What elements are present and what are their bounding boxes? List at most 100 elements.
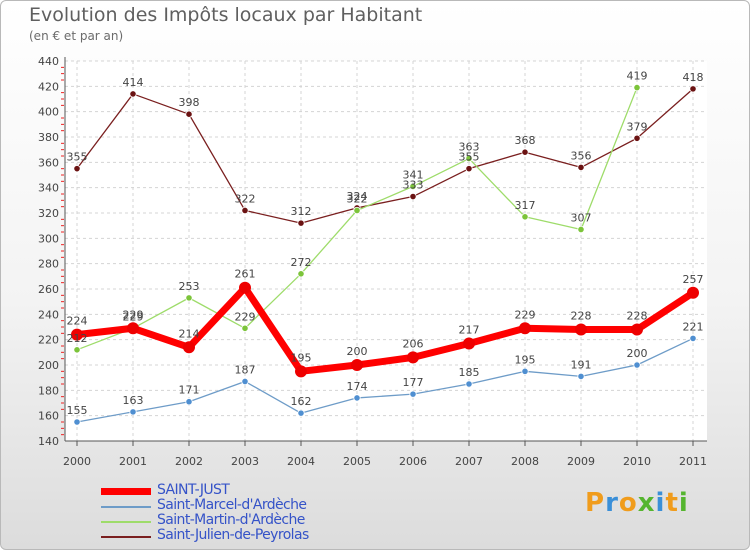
data-point-saint-martin-d-ard-che xyxy=(633,84,641,92)
y-tick-label: 360 xyxy=(38,156,59,169)
grid xyxy=(65,60,707,442)
data-label-saint-julien-de-peyrolas: 312 xyxy=(291,205,312,218)
x-tick-label: 2002 xyxy=(175,455,203,468)
data-point-saint-marcel-d-ard-che xyxy=(465,380,473,388)
data-label-saint-just: 200 xyxy=(347,345,368,358)
data-label-saint-martin-d-ard-che: 272 xyxy=(291,256,312,269)
data-label-saint-just: 228 xyxy=(627,310,648,323)
data-point-saint-julien-de-peyrolas xyxy=(185,110,193,118)
data-point-saint-just xyxy=(295,365,307,378)
data-label-saint-julien-de-peyrolas: 414 xyxy=(123,76,144,89)
data-label-saint-julien-de-peyrolas: 398 xyxy=(179,96,200,109)
y-tick-label: 280 xyxy=(38,258,59,271)
logo-letter: r xyxy=(605,488,619,518)
data-point-saint-just xyxy=(631,323,643,336)
data-label-saint-julien-de-peyrolas: 368 xyxy=(515,134,536,147)
x-tick-label: 2004 xyxy=(287,455,315,468)
data-label-saint-julien-de-peyrolas: 355 xyxy=(67,151,88,164)
data-label-saint-julien-de-peyrolas: 355 xyxy=(459,151,480,164)
plot-area xyxy=(65,61,707,441)
data-label-saint-martin-d-ard-che: 341 xyxy=(403,168,424,181)
legend-label: Saint-Marcel-d'Ardèche xyxy=(157,497,307,513)
data-point-saint-marcel-d-ard-che xyxy=(521,367,529,375)
x-tick-label: 2001 xyxy=(119,455,147,468)
y-tick-label: 340 xyxy=(38,182,59,195)
chart-subtitle: (en € et par an) xyxy=(29,29,124,43)
data-label-saint-marcel-d-ard-che: 171 xyxy=(179,384,200,397)
x-tick-label: 2007 xyxy=(455,455,483,468)
axes: 140 160 180 200 220 240 260 280 300 320 340 360 380 4… xyxy=(38,55,707,468)
data-point-saint-marcel-d-ard-che xyxy=(185,398,193,406)
data-label-saint-martin-d-ard-che: 307 xyxy=(571,211,592,224)
data-point-saint-just xyxy=(127,322,139,335)
chart-title: Evolution des Impôts locaux par Habitant xyxy=(29,4,423,26)
y-tick-label: 420 xyxy=(38,80,59,93)
series-line-saint-just xyxy=(73,284,697,375)
data-label-saint-julien-de-peyrolas: 379 xyxy=(627,120,648,133)
data-label-saint-marcel-d-ard-che: 162 xyxy=(291,395,312,408)
y-tick-label: 320 xyxy=(38,207,59,220)
data-point-saint-julien-de-peyrolas xyxy=(577,163,585,171)
data-label-saint-martin-d-ard-che: 419 xyxy=(627,70,648,83)
data-point-saint-martin-d-ard-che xyxy=(297,270,305,278)
data-label-saint-just: 261 xyxy=(235,268,256,281)
data-label-saint-julien-de-peyrolas: 324 xyxy=(347,190,368,203)
y-tick-label: 220 xyxy=(38,334,59,347)
x-tick-label: 2006 xyxy=(399,455,427,468)
data-point-saint-marcel-d-ard-che xyxy=(73,418,81,426)
logo-letter: P xyxy=(585,488,606,518)
data-point-saint-just xyxy=(575,323,587,336)
y-tick-label: 200 xyxy=(38,359,59,372)
data-point-saint-martin-d-ard-che xyxy=(241,324,249,332)
data-point-saint-just xyxy=(519,322,531,335)
data-point-saint-julien-de-peyrolas xyxy=(73,165,81,173)
data-label-saint-marcel-d-ard-che: 155 xyxy=(67,404,88,417)
x-tick-label: 2005 xyxy=(343,455,371,468)
legend-swatch xyxy=(101,536,151,538)
data-label-saint-just: 228 xyxy=(571,310,592,323)
y-tick-label: 140 xyxy=(38,435,59,448)
data-label-saint-martin-d-ard-che: 322 xyxy=(347,192,368,205)
y-tick-label: 440 xyxy=(38,55,59,68)
data-point-saint-just xyxy=(71,328,83,341)
data-label-saint-marcel-d-ard-che: 185 xyxy=(459,366,480,379)
data-point-saint-just xyxy=(351,359,363,371)
series-group xyxy=(71,84,699,426)
data-point-saint-martin-d-ard-che xyxy=(521,213,529,221)
data-point-saint-martin-d-ard-che xyxy=(353,206,361,215)
x-tick-label: 2011 xyxy=(679,455,707,468)
data-point-saint-julien-de-peyrolas xyxy=(409,192,417,201)
data-label-saint-marcel-d-ard-che: 195 xyxy=(515,353,536,366)
y-tick-label: 380 xyxy=(38,131,59,144)
data-labels: 355 414 398 322 312 324 333 355 368 356 379 418 212 2… xyxy=(67,70,704,417)
data-label-saint-julien-de-peyrolas: 322 xyxy=(235,192,256,205)
logo-letter: o xyxy=(618,488,638,518)
data-point-saint-marcel-d-ard-che xyxy=(577,372,585,380)
data-point-saint-just xyxy=(407,351,419,364)
legend-label: SAINT-JUST xyxy=(157,482,230,498)
data-label-saint-julien-de-peyrolas: 356 xyxy=(571,149,592,162)
y-tick-label: 240 xyxy=(38,308,59,321)
data-point-saint-martin-d-ard-che xyxy=(409,182,417,190)
data-label-saint-marcel-d-ard-che: 191 xyxy=(571,358,592,371)
data-label-saint-julien-de-peyrolas: 333 xyxy=(403,179,424,192)
y-tick-label: 260 xyxy=(38,283,59,296)
x-tick-label: 2000 xyxy=(63,455,91,468)
legend-swatch xyxy=(101,506,151,508)
y-tick-label: 180 xyxy=(38,384,59,397)
data-point-saint-julien-de-peyrolas xyxy=(465,165,473,173)
data-label-saint-just: 224 xyxy=(67,315,88,328)
data-point-saint-julien-de-peyrolas xyxy=(633,134,641,142)
data-point-saint-marcel-d-ard-che xyxy=(241,377,249,386)
data-point-saint-martin-d-ard-che xyxy=(73,346,81,354)
data-point-saint-julien-de-peyrolas xyxy=(129,90,137,98)
x-tick-label: 2003 xyxy=(231,455,259,468)
y-tick-label: 300 xyxy=(38,232,59,245)
data-label-saint-marcel-d-ard-che: 163 xyxy=(123,394,144,407)
data-label-saint-marcel-d-ard-che: 177 xyxy=(403,376,424,389)
data-point-saint-marcel-d-ard-che xyxy=(353,394,361,402)
legend-swatch xyxy=(101,488,151,495)
data-point-saint-martin-d-ard-che xyxy=(465,154,473,163)
data-label-saint-martin-d-ard-che: 212 xyxy=(67,332,88,345)
data-point-saint-just xyxy=(183,341,195,354)
